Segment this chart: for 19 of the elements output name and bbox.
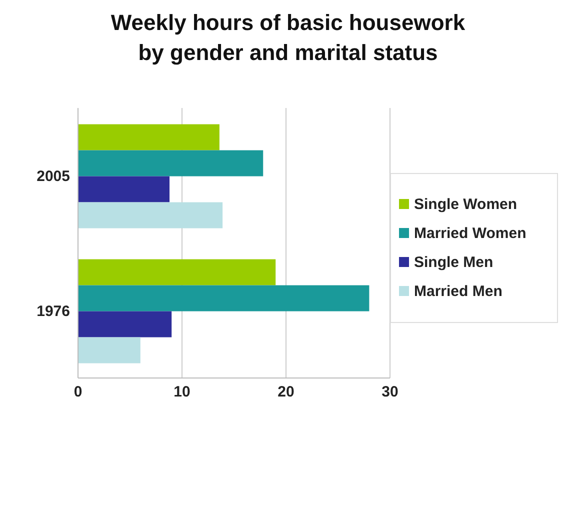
chart-title: Weekly hours of basic housework by gender and marital status	[110, 9, 466, 67]
bar	[78, 176, 170, 202]
legend-label: Single Women	[414, 196, 518, 213]
bar	[78, 150, 264, 176]
bar	[78, 311, 172, 338]
bar	[78, 337, 140, 364]
x-tick-label: 30	[382, 384, 398, 401]
x-tick-label: 0	[74, 384, 82, 401]
bar	[78, 285, 370, 312]
y-tick-label: 2005	[36, 168, 70, 185]
y-tick-label: 1976	[36, 302, 70, 320]
legend-label: Married Women	[414, 225, 526, 242]
legend-label: Single Men	[414, 254, 494, 271]
x-tick-label: 20	[278, 384, 294, 401]
legend-label: Married Men	[414, 283, 502, 300]
bar	[78, 124, 220, 150]
x-tick-label: 10	[174, 384, 190, 401]
bar	[78, 202, 223, 228]
bar	[78, 259, 276, 286]
